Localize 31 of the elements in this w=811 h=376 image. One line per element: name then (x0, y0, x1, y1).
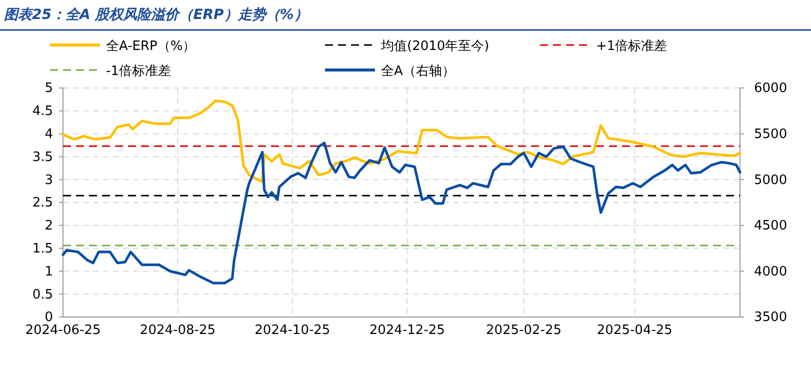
y-tick-label: 2.5 (32, 196, 53, 211)
legend-label: 全A-ERP（%） (106, 39, 196, 54)
y-tick-label: 5 (44, 81, 53, 96)
y-tick-label: 1 (44, 264, 53, 280)
x-tick-label: 2025-04-25 (596, 323, 672, 338)
x-tick-label: 2024-06-25 (25, 323, 101, 338)
y2-tick-label: 5500 (754, 126, 788, 142)
y2-tick-label: 4500 (754, 218, 788, 234)
y2-tick-label: 4000 (754, 264, 788, 280)
legend-label: 均值(2010年至今) (380, 39, 490, 54)
y-tick-label: 3 (44, 172, 53, 188)
legend-label: 全A（右轴） (381, 64, 455, 79)
x-tick-label: 2024-10-25 (254, 323, 330, 338)
y-tick-label: 0 (44, 310, 53, 326)
legend-label: -1倍标准差 (106, 64, 171, 79)
line-series (62, 100, 742, 184)
x-tick-label: 2024-12-25 (369, 323, 445, 338)
y-tick-label: 4.5 (32, 104, 53, 120)
y-tick-label: 0.5 (32, 287, 53, 302)
y2-tick-label: 6000 (754, 81, 788, 96)
line-series (62, 142, 742, 284)
y-tick-label: 4 (44, 126, 53, 142)
y-tick-label: 2 (44, 218, 53, 234)
x-tick-label: 2025-02-25 (486, 323, 562, 338)
legend-label: +1倍标准差 (596, 39, 668, 54)
y-tick-label: 3.5 (32, 150, 53, 165)
y2-tick-label: 5000 (754, 172, 788, 188)
x-tick-label: 2024-08-25 (140, 323, 216, 338)
y-tick-label: 1.5 (32, 241, 53, 256)
y2-tick-label: 3500 (754, 310, 788, 326)
chart-title: 图表25：全A 股权风险溢价（ERP）走势（%） (4, 7, 308, 23)
